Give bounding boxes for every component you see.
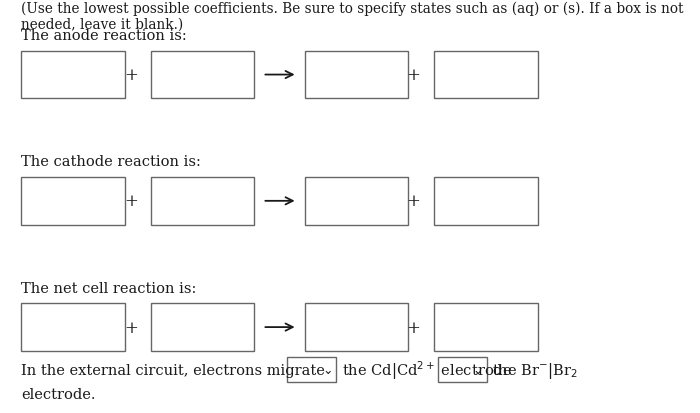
Bar — [21, 178, 125, 225]
Text: electrode.: electrode. — [21, 387, 95, 401]
Text: In the external circuit, electrons migrate: In the external circuit, electrons migra… — [21, 363, 325, 377]
Bar — [304, 178, 408, 225]
Text: +: + — [406, 67, 420, 84]
Text: ⌄: ⌄ — [473, 363, 483, 376]
Bar — [434, 304, 538, 351]
Text: +: + — [124, 67, 138, 84]
Text: +: + — [124, 319, 138, 336]
Bar — [150, 52, 254, 99]
Bar — [304, 52, 408, 99]
Text: +: + — [406, 193, 420, 210]
Bar — [287, 357, 336, 382]
Bar — [21, 52, 125, 99]
Bar — [434, 178, 538, 225]
Bar — [434, 52, 538, 99]
Text: The net cell reaction is:: The net cell reaction is: — [21, 281, 197, 295]
Text: the Cd$|$Cd$^{2+}$ electrode: the Cd$|$Cd$^{2+}$ electrode — [342, 358, 512, 381]
Bar — [150, 304, 254, 351]
Bar — [438, 357, 486, 382]
Text: (Use the lowest possible coefficients. Be sure to specify states such as (aq) or: (Use the lowest possible coefficients. B… — [21, 2, 683, 17]
Text: +: + — [406, 319, 420, 336]
Text: The anode reaction is:: The anode reaction is: — [21, 29, 187, 43]
Text: +: + — [124, 193, 138, 210]
Text: the Br$^{-}|$Br$_2$: the Br$^{-}|$Br$_2$ — [492, 360, 578, 380]
Bar — [304, 304, 408, 351]
Bar — [21, 304, 125, 351]
Text: ⌄: ⌄ — [322, 363, 333, 376]
Text: needed, leave it blank.): needed, leave it blank.) — [21, 17, 183, 31]
Bar — [150, 178, 254, 225]
Text: The cathode reaction is:: The cathode reaction is: — [21, 155, 201, 169]
